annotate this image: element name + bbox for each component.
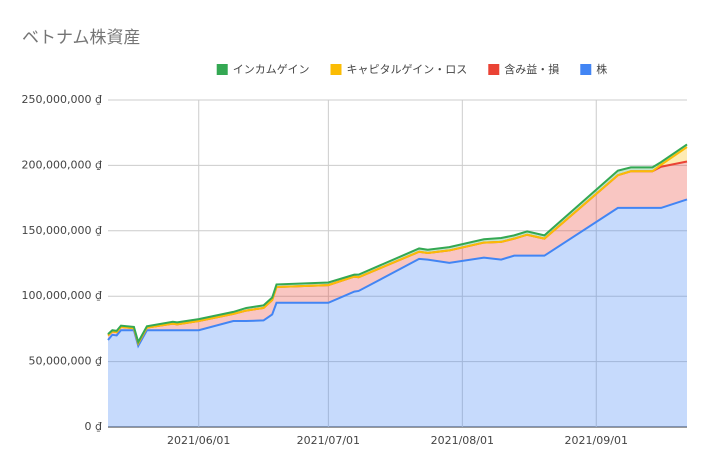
y-tick-label: 150,000,000 ₫: [22, 224, 102, 237]
legend-swatch: [330, 64, 342, 75]
x-tick-label: 2021/07/01: [297, 434, 360, 447]
y-tick-label: 200,000,000 ₫: [22, 158, 102, 171]
series-line: [107, 198, 688, 349]
legend-label: 株: [596, 62, 607, 76]
x-tick-label: 2021/06/01: [167, 434, 230, 447]
legend-label: 含み益・損: [504, 62, 559, 76]
x-tick-label: 2021/08/01: [431, 434, 494, 447]
legend-label: インカムゲイン: [233, 63, 310, 76]
y-tick-label: 250,000,000 ₫: [22, 93, 102, 106]
legend-swatch: [580, 64, 592, 75]
y-tick-label: 50,000,000 ₫: [29, 355, 102, 368]
legend-swatch: [488, 64, 500, 75]
legend-swatch: [216, 64, 228, 75]
y-tick-label: 100,000,000 ₫: [22, 289, 102, 302]
y-tick-label: 0 ₫: [85, 420, 103, 433]
area: [108, 161, 687, 346]
x-tick-label: 2021/09/01: [565, 434, 628, 447]
legend-label: キャピタルゲイン・ロス: [347, 63, 468, 76]
series-line: [107, 143, 688, 345]
chart-title: ベトナム株資産: [22, 28, 141, 48]
